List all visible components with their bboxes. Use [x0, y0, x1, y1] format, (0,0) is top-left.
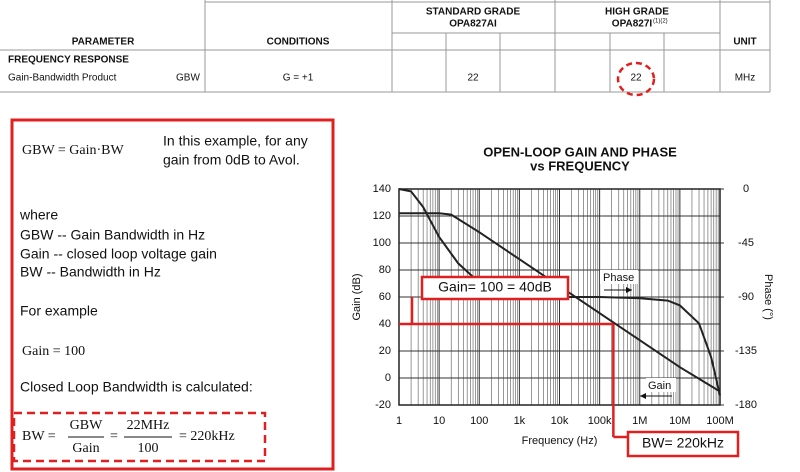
x-tick-label: 100 — [470, 415, 488, 427]
text: gain from 0dB to Avol. — [163, 152, 300, 168]
cell: GBW — [176, 73, 200, 84]
chart-title: OPEN-LOOP GAIN AND PHASE — [483, 144, 677, 159]
header: OPA827AI — [449, 19, 497, 30]
formula: Gain — [72, 441, 99, 456]
y-tick-label: 0 — [385, 372, 391, 384]
formula: BW = — [22, 429, 56, 444]
annotation-box — [626, 430, 740, 458]
x-tick-label: 100k — [588, 415, 612, 427]
formula: = 220kHz — [179, 429, 235, 444]
x-tick-label: 10k — [551, 415, 569, 427]
formula: 100 — [138, 441, 159, 456]
x-tick-label: 10 — [433, 415, 445, 427]
y2-tick-label: -180 — [735, 399, 757, 411]
header: STANDARD GRADE — [426, 7, 521, 18]
x-tick-label: 1k — [514, 415, 526, 427]
text: For example — [20, 303, 98, 319]
formula: 22MHz — [127, 418, 170, 433]
x-tick-label: 100M — [706, 415, 734, 427]
y-tick-label: 40 — [379, 318, 391, 330]
y2-tick-label: 0 — [743, 183, 749, 195]
table-frame — [0, 0, 771, 93]
x-tick-label: 10M — [669, 415, 690, 427]
highlight — [616, 61, 656, 97]
y2-tick-label: -45 — [738, 237, 754, 249]
formula: Gain = 100 — [22, 344, 85, 359]
text: Gain -- closed loop voltage gain — [20, 246, 217, 262]
y-tick-label: 100 — [373, 237, 391, 249]
y-tick-label: 80 — [379, 264, 391, 276]
label-arrow — [640, 393, 646, 399]
annotation: BW= 220kHz — [642, 435, 724, 451]
series-line — [399, 212, 721, 393]
header: PARAMETER — [72, 37, 135, 48]
header: UNIT — [733, 37, 756, 48]
y2-tick-label: -135 — [735, 345, 757, 357]
calc-box — [12, 411, 267, 463]
text: where — [19, 207, 58, 223]
y2-axis-title: Phase (°) — [762, 274, 774, 320]
formula: = — [110, 429, 118, 444]
x-tick-label: 1M — [632, 415, 647, 427]
cell: G = +1 — [283, 73, 314, 84]
plot-frame — [398, 188, 721, 406]
cell: Gain-Bandwidth Product — [8, 73, 117, 84]
header: CONDITIONS — [267, 37, 330, 48]
section: FREQUENCY RESPONSE — [8, 55, 129, 66]
text: In this example, for any — [163, 133, 308, 149]
formula: GBW — [70, 418, 103, 433]
x-tick-label: 1 — [396, 415, 402, 427]
label-arrow — [626, 287, 632, 293]
cell: MHz — [735, 73, 756, 84]
series-label: Gain — [648, 380, 671, 392]
series-label: Phase — [603, 272, 634, 284]
y-tick-label: 140 — [373, 183, 391, 195]
cell: 22 — [467, 73, 479, 84]
formula: GBW = Gain·BW — [22, 143, 125, 158]
text: Closed Loop Bandwidth is calculated: — [20, 379, 253, 395]
annotation-box — [420, 275, 570, 301]
chart-title: vs FREQUENCY — [530, 158, 630, 173]
y-tick-label: -20 — [375, 399, 391, 411]
annotation: Gain= 100 = 40dB — [438, 279, 552, 295]
text: BW -- Bandwidth in Hz — [20, 264, 161, 280]
footnote-ref: (1)(2) — [653, 19, 668, 25]
y-tick-label: 20 — [379, 345, 391, 357]
x-axis-title: Frequency (Hz) — [522, 435, 598, 447]
note-box — [10, 118, 335, 471]
text: GBW -- Gain Bandwidth in Hz — [20, 227, 205, 243]
label-bg — [600, 270, 638, 284]
header: HIGH GRADE — [605, 7, 669, 18]
y-tick-label: 120 — [373, 210, 391, 222]
cell: 22 — [630, 73, 642, 84]
header: OPA827I — [612, 19, 653, 30]
label-bg — [646, 378, 676, 392]
y-tick-label: 60 — [379, 291, 391, 303]
y-axis-title: Gain (dB) — [351, 273, 363, 320]
y2-tick-label: -90 — [738, 291, 754, 303]
